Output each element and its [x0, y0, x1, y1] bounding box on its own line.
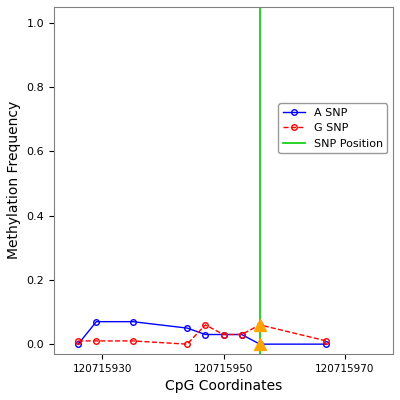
Y-axis label: Methylation Frequency: Methylation Frequency: [7, 101, 21, 260]
X-axis label: CpG Coordinates: CpG Coordinates: [165, 379, 282, 393]
Legend: A SNP, G SNP, SNP Position: A SNP, G SNP, SNP Position: [278, 103, 388, 153]
